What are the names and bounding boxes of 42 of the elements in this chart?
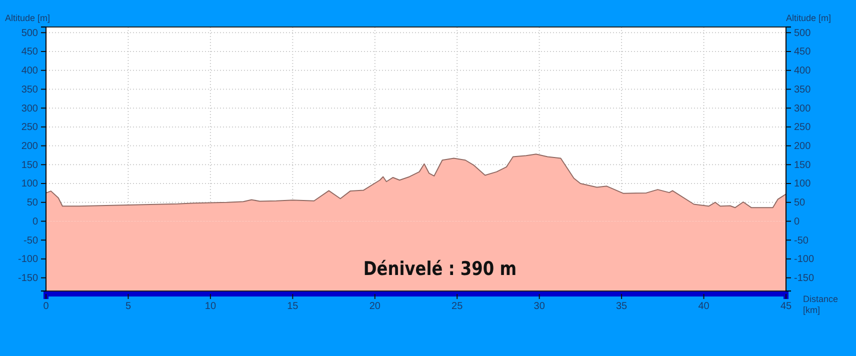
x-axis-title: Distance [km]	[803, 294, 838, 315]
x-tick-label: 5	[125, 301, 132, 312]
y-tick-label: 300	[21, 103, 38, 114]
y2-axis-title: Altitude [m]	[786, 13, 832, 23]
y2-tick-label: -50	[794, 235, 809, 246]
y2-tick-label: 300	[794, 103, 812, 114]
y-tick-label: 450	[21, 46, 38, 58]
y2-tick-label: 0	[794, 216, 800, 228]
x-tick-label: 10	[204, 301, 216, 312]
y-tick-label: 250	[21, 122, 38, 134]
y2-tick-label: -100	[794, 254, 814, 266]
y2-tick-label: 100	[794, 178, 812, 190]
x-tick-label: 40	[698, 301, 710, 312]
x-tick-label: 25	[452, 301, 464, 312]
y2-tick-label: 450	[794, 46, 812, 58]
x-tick-label: 45	[780, 301, 792, 312]
x-tick-label: 35	[616, 301, 628, 312]
y-tick-label: -150	[18, 273, 38, 284]
x-tick-label: 0	[43, 301, 50, 312]
x-tick-label: 20	[369, 301, 381, 312]
y-tick-label: 0	[32, 216, 38, 228]
y-tick-label: 150	[21, 160, 38, 171]
y2-tick-label: 400	[794, 66, 812, 77]
y2-tick-label: 500	[794, 28, 812, 39]
y-tick-label: -50	[24, 235, 38, 246]
y-tick-label: 400	[21, 66, 38, 77]
y2-tick-label: 200	[794, 141, 812, 152]
y-tick-label: 200	[21, 141, 38, 152]
x-tick-label: 15	[287, 301, 299, 312]
y2-tick-label: 50	[794, 198, 806, 209]
annotation: Dénivelé : 390 m	[363, 258, 517, 280]
y-axis-title: Altitude [m]	[5, 13, 50, 23]
y2-tick-label: -150	[794, 273, 814, 284]
y2-tick-label: 150	[794, 160, 812, 171]
y-tick-label: 500	[21, 28, 38, 39]
y-tick-label: -100	[18, 254, 38, 266]
y-tick-label: 100	[21, 178, 38, 190]
x-tick-label: 30	[534, 301, 546, 312]
y2-tick-label: 250	[794, 122, 812, 134]
y2-tick-label: 350	[794, 84, 812, 96]
y-tick-label: 350	[21, 84, 38, 96]
y-tick-label: 50	[26, 198, 38, 209]
